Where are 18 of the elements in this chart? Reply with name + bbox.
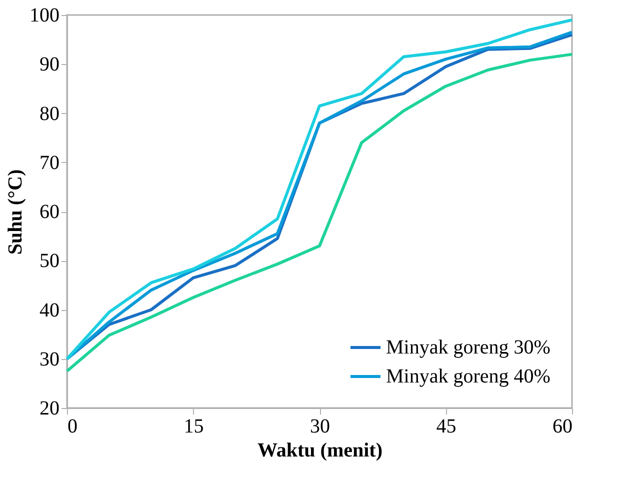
y-tick-label: 20 (40, 398, 60, 420)
x-tick-label: 30 (310, 416, 330, 438)
x-tick-label: 45 (436, 416, 456, 438)
y-tick-label: 60 (40, 201, 60, 223)
y-tick-label: 40 (40, 299, 60, 322)
x-axis-title: Waktu (menit) (258, 440, 382, 462)
x-tick-label: 0 (68, 416, 78, 438)
y-tick-label: 90 (40, 54, 60, 76)
x-tick-label: 15 (184, 416, 204, 438)
legend-label: Minyak goreng 30% (386, 336, 550, 358)
y-tick-label: 100 (30, 4, 60, 26)
x-tick-label: 60 (552, 416, 572, 438)
y-axis-title: Suhu (°C) (4, 169, 26, 255)
y-tick-label: 80 (40, 102, 60, 125)
y-tick-label: 30 (40, 348, 60, 370)
y-tick-label: 50 (40, 250, 60, 272)
y-tick-label: 70 (40, 152, 60, 174)
legend-label: Minyak goreng 40% (386, 366, 550, 388)
